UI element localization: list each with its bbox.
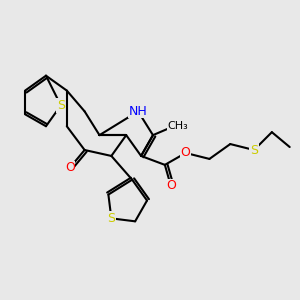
Text: S: S	[57, 99, 65, 112]
Text: NH: NH	[129, 105, 148, 118]
Text: O: O	[166, 179, 176, 192]
Text: S: S	[250, 143, 258, 157]
Text: CH₃: CH₃	[168, 121, 189, 131]
Text: O: O	[181, 146, 190, 160]
Text: S: S	[107, 212, 116, 225]
Text: O: O	[65, 161, 75, 174]
